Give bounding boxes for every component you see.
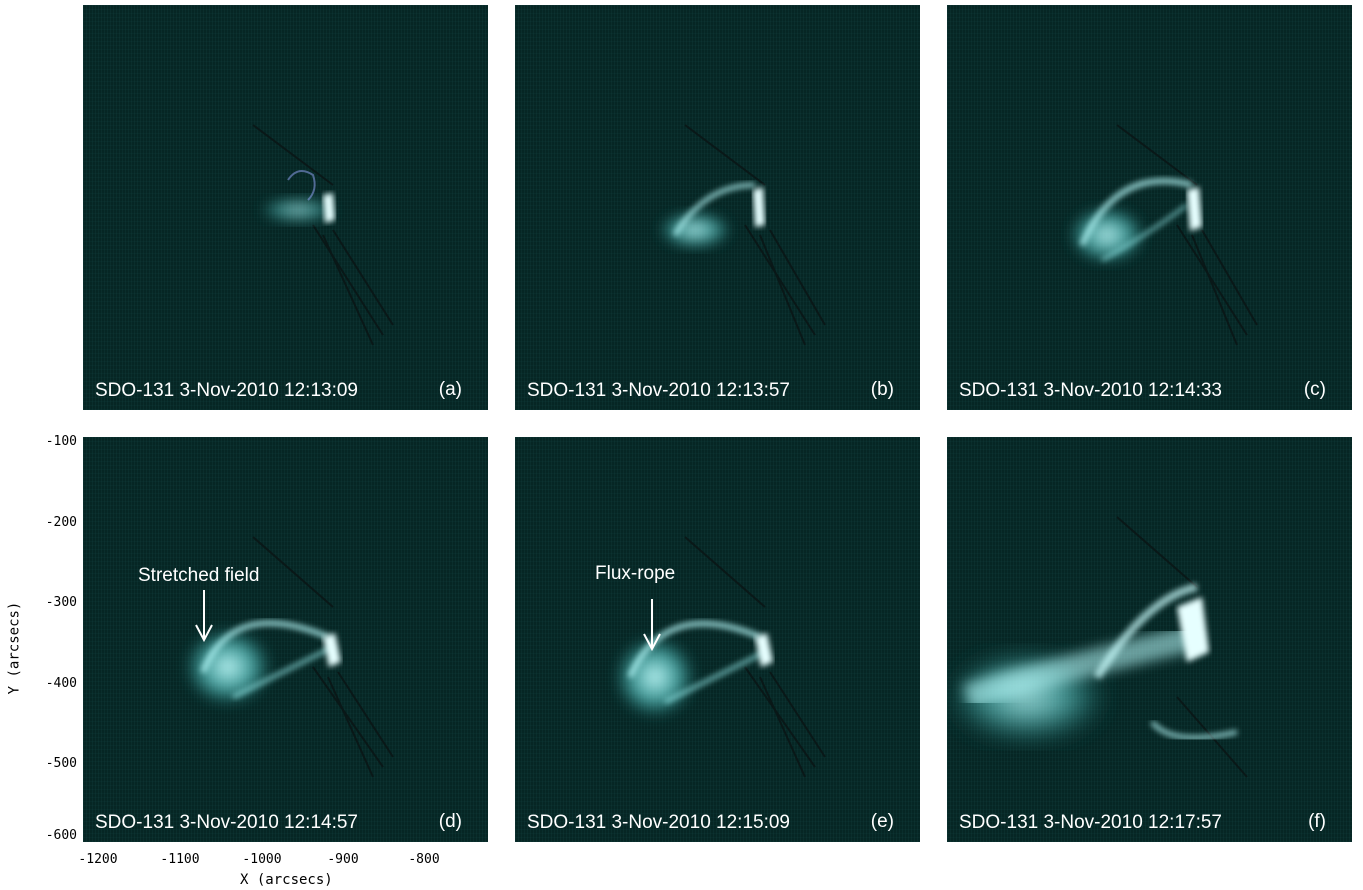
y-tick-label: -600 [45,828,77,843]
x-tick-label: -1100 [160,852,200,867]
panel-caption: SDO-131 3-Nov-2010 12:13:57 [527,380,790,401]
panel-letter: (c) [1303,379,1326,400]
panel-c: SDO-131 3-Nov-2010 12:14:33 (c) [947,5,1352,410]
x-tick-label: -1000 [242,852,282,867]
panel-caption: SDO-131 3-Nov-2010 12:14:33 [959,380,1222,401]
y-tick-label: -500 [45,756,77,771]
panel-caption: SDO-131 3-Nov-2010 12:14:57 [95,812,358,833]
panel-letter: (a) [438,379,462,400]
panel-f: SDO-131 3-Nov-2010 12:17:57 (f) [947,437,1352,842]
annotation-flux-rope: Flux-rope [595,563,676,584]
x-tick-label: -800 [408,852,440,867]
y-tick-label: -400 [45,676,77,691]
panel-letter: (f) [1308,811,1326,832]
y-axis-label: Y (arcsecs) [6,601,23,695]
solar-image-c [1067,124,1258,346]
solar-image-d [183,536,394,778]
panel-b: SDO-131 3-Nov-2010 12:13:57 (b) [515,5,920,410]
panel-letter: (d) [438,811,462,832]
y-tick-label: -200 [45,515,77,530]
panel-caption: SDO-131 3-Nov-2010 12:13:09 [95,380,358,401]
panel-letter: (e) [870,811,894,832]
y-tick-label: -100 [45,434,77,449]
panel-a: SDO-131 3-Nov-2010 12:13:09 (a) [83,5,488,410]
panel-caption: SDO-131 3-Nov-2010 12:15:09 [527,812,790,833]
x-tick-label: -900 [327,852,359,867]
solar-image-b [657,124,826,346]
panel-e: Flux-rope SDO-131 3-Nov-2010 12:15:09 (e… [515,437,920,842]
solar-image-f [947,516,1248,778]
annotation-stretched-field: Stretched field [138,565,260,586]
y-tick-label: -300 [45,595,77,610]
panel-caption: SDO-131 3-Nov-2010 12:17:57 [959,812,1222,833]
arrow-icon [643,599,661,652]
solar-image-a [252,124,394,346]
panel-letter: (b) [870,379,894,400]
panel-d: Stretched field SDO-131 3-Nov-2010 12:14… [83,437,488,842]
x-tick-label: -1200 [78,852,118,867]
arrow-icon [195,590,213,643]
solar-image-e [613,536,826,778]
x-axis-label: X (arcsecs) [240,872,333,888]
